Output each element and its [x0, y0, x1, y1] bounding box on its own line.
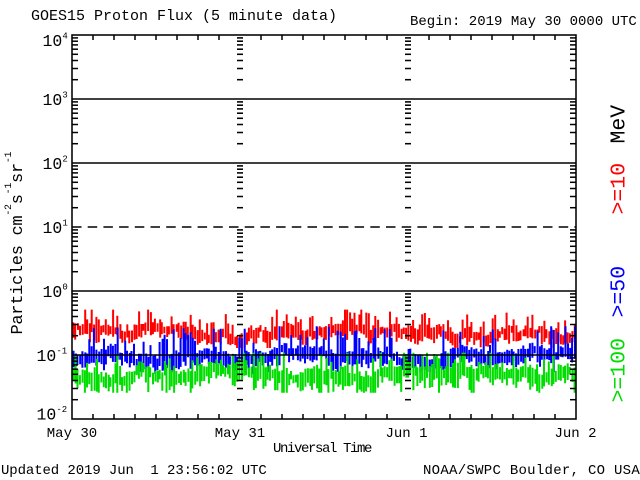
- svg-text:101: 101: [43, 219, 68, 239]
- svg-text:>=10: >=10: [608, 163, 632, 215]
- svg-text:May 31: May 31: [215, 426, 265, 442]
- svg-text:MeV: MeV: [608, 105, 632, 144]
- svg-text:NOAA/SWPC Boulder, CO USA: NOAA/SWPC Boulder, CO USA: [423, 463, 640, 479]
- svg-text:102: 102: [43, 155, 68, 175]
- svg-text:104: 104: [43, 32, 68, 52]
- svg-text:Jun 1: Jun 1: [385, 426, 427, 442]
- svg-text:Universal Time: Universal Time: [273, 441, 372, 457]
- svg-text:Jun 2: Jun 2: [554, 426, 596, 442]
- svg-text:May 30: May 30: [47, 426, 97, 442]
- svg-text:>=50: >=50: [608, 266, 632, 318]
- svg-text:103: 103: [43, 91, 68, 111]
- svg-text:GOES15 Proton Flux (5 minute d: GOES15 Proton Flux (5 minute data): [31, 8, 337, 25]
- svg-text:Begin: 2019 May 30 0000 UTC: Begin: 2019 May 30 0000 UTC: [410, 14, 637, 30]
- svg-text:>=100: >=100: [608, 338, 632, 403]
- svg-text:100: 100: [43, 283, 68, 303]
- svg-text:Updated 2019 Jun 1 23:56:02 U: Updated 2019 Jun 1 23:56:02 UTC: [1, 463, 267, 479]
